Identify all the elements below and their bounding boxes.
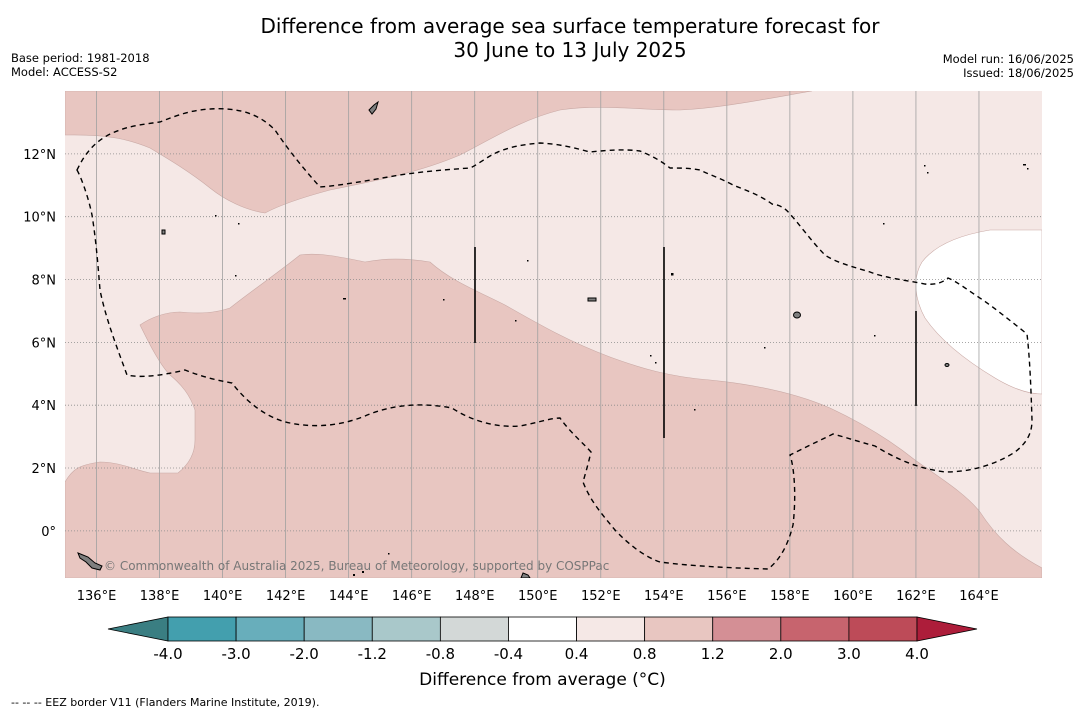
longitude-label: 164°E xyxy=(959,589,999,604)
colorbar-extend-low xyxy=(107,616,169,642)
atoll-dot-13 xyxy=(924,165,926,167)
atoll-dot-17 xyxy=(238,223,240,225)
island-pohnpei xyxy=(793,311,801,319)
atoll-dot-19 xyxy=(353,574,355,576)
colorbar-tick-label: 0.8 xyxy=(633,645,657,663)
latitude-label: 12°N xyxy=(23,148,56,163)
anomaly-band-north xyxy=(65,91,813,214)
colorbar-tick-label: 0.4 xyxy=(565,645,589,663)
longitude-labels: 136°E 138°E 140°E 142°E 144°E 146°E 148°E 150°E… xyxy=(77,589,999,604)
island-kosrae xyxy=(944,363,950,367)
atoll-dot-11 xyxy=(874,335,876,337)
issued-text: Issued: 18/06/2025 xyxy=(963,66,1074,80)
latitude-label: 4°N xyxy=(32,399,57,414)
longitude-label: 152°E xyxy=(581,589,621,604)
colorbar-tick-label: -1.2 xyxy=(358,645,387,663)
atoll-dot-21 xyxy=(388,553,390,555)
longitude-label: 136°E xyxy=(77,589,117,604)
atoll-dot-3 xyxy=(443,299,445,301)
latitude-label: 10°N xyxy=(23,211,56,226)
colorbar-tick-label: -2.0 xyxy=(290,645,319,663)
eez-footnote: -- -- -- EEZ border V11 (Flanders Marine… xyxy=(11,696,320,709)
longitude-label: 154°E xyxy=(644,589,684,604)
atoll-dot-2 xyxy=(343,298,346,300)
map-title: Difference from average sea surface temp… xyxy=(200,14,940,62)
latitude-labels: 12°N 10°N 8°N 6°N 4°N 2°N 0° xyxy=(23,148,56,540)
island-south xyxy=(520,572,531,578)
colorbar-segment xyxy=(371,616,441,642)
colorbar-tick-label: -4.0 xyxy=(153,645,182,663)
longitude-label: 140°E xyxy=(203,589,243,604)
longitude-label: 158°E xyxy=(770,589,810,604)
colorbar-tick-label: 1.2 xyxy=(701,645,725,663)
eez-border xyxy=(76,107,1033,570)
colorbar-segment xyxy=(167,616,237,642)
longitude-label: 160°E xyxy=(833,589,873,604)
atoll-dot-18 xyxy=(215,215,217,217)
longitude-label: 162°E xyxy=(896,589,936,604)
colorbar-segment xyxy=(780,616,850,642)
atoll-dot-12 xyxy=(883,223,885,225)
atoll-dot-8 xyxy=(655,362,657,364)
latitude-label: 0° xyxy=(41,525,56,540)
atoll-dot-15 xyxy=(1023,164,1026,166)
colorbar-tick-label: 2.0 xyxy=(769,645,793,663)
atoll-dot-6 xyxy=(671,273,674,276)
colorbar-extend-high xyxy=(916,616,978,642)
longitude-label: 146°E xyxy=(392,589,432,604)
colorbar-segment xyxy=(848,616,918,642)
anomaly-region-south xyxy=(65,253,1042,578)
islands xyxy=(77,100,950,578)
model-run-text: Model run: 16/06/2025 xyxy=(942,52,1074,66)
colorbar-segment xyxy=(303,616,373,642)
anomaly-field: © Commonwealth of Australia 2025, Bureau… xyxy=(65,91,1042,578)
map-title-line1: Difference from average sea surface temp… xyxy=(260,14,880,38)
base-period-text: Base period: 1981-2018 xyxy=(11,51,150,65)
colorbar-tick-label: -3.0 xyxy=(221,645,250,663)
atoll-dot-10 xyxy=(764,347,766,349)
longitude-label: 138°E xyxy=(140,589,180,604)
copyright-watermark: © Commonwealth of Australia 2025, Bureau… xyxy=(104,559,609,573)
longitude-label: 150°E xyxy=(518,589,558,604)
island-atoll-a xyxy=(587,297,597,302)
boundary-segments xyxy=(474,247,917,438)
latitude-label: 8°N xyxy=(32,274,57,289)
atoll-dot-20 xyxy=(362,571,364,573)
colorbar-segment xyxy=(235,616,305,642)
longitude-label: 156°E xyxy=(707,589,747,604)
colorbar-tick-label: 3.0 xyxy=(837,645,861,663)
colorbar-tick-label: -0.4 xyxy=(494,645,523,663)
atoll-dot-4 xyxy=(515,320,517,322)
meta-left: Base period: 1981-2018 Model: ACCESS-S2 xyxy=(11,51,150,79)
colorbar: -4.0 -3.0 -2.0 -1.2 -0.8 -0.4 0.4 0.8 1.2 2.0 3.0 4… xyxy=(107,616,978,663)
atoll-dot-7 xyxy=(650,355,652,357)
colorbar-segment xyxy=(576,616,646,642)
colorbar-segment xyxy=(508,616,577,642)
island-new-guinea-coast xyxy=(77,552,103,571)
colorbar-tick-label: -0.8 xyxy=(426,645,455,663)
longitude-label: 142°E xyxy=(266,589,306,604)
island-north xyxy=(368,100,379,115)
island-atoll-b xyxy=(161,229,166,235)
atoll-dots xyxy=(215,164,1029,576)
latitude-label: 2°N xyxy=(32,462,57,477)
atoll-dot-14 xyxy=(927,172,929,174)
atoll-dot-9 xyxy=(694,409,696,411)
atoll-dot-5 xyxy=(527,260,529,262)
colorbar-segment xyxy=(439,616,509,642)
colorbar-title: Difference from average (°C) xyxy=(419,670,666,690)
model-text: Model: ACCESS-S2 xyxy=(11,65,118,79)
meta-right: Model run: 16/06/2025 Issued: 18/06/2025 xyxy=(943,52,1074,80)
colorbar-segment xyxy=(712,616,782,642)
colorbar-tick-label: 4.0 xyxy=(905,645,929,663)
parallel-gridlines xyxy=(65,153,1042,532)
map-title-line2: 30 June to 13 July 2025 xyxy=(453,38,687,62)
longitude-label: 148°E xyxy=(455,589,495,604)
latitude-label: 6°N xyxy=(32,336,57,351)
colorbar-segment xyxy=(644,616,714,642)
atoll-dot-1 xyxy=(235,275,237,277)
longitude-label: 144°E xyxy=(329,589,369,604)
atoll-dot-16 xyxy=(1027,168,1029,170)
